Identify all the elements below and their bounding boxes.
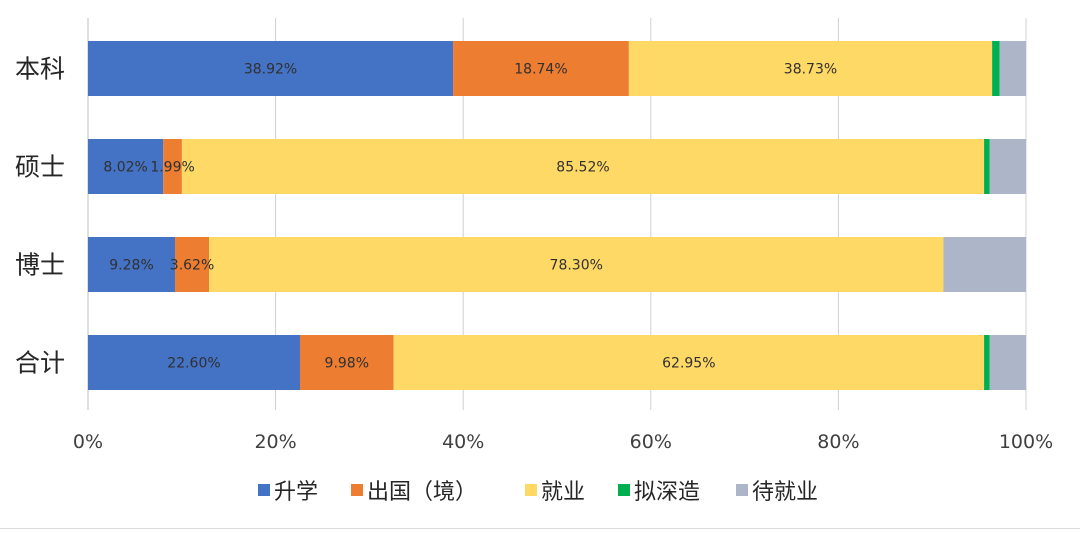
data-label: 3.62% (170, 258, 214, 274)
bar-segment (88, 237, 176, 292)
data-label: 62.95% (662, 356, 715, 372)
x-tick-label: 40% (442, 431, 484, 453)
data-label: 38.73% (784, 62, 837, 78)
bar-segment (88, 335, 300, 390)
category-label: 硕士 (15, 153, 65, 182)
data-label: 9.98% (325, 356, 369, 372)
legend-label: 待就业 (752, 480, 818, 505)
legend-swatch (736, 484, 748, 496)
x-tick-label: 100% (999, 431, 1053, 453)
data-label: 85.52% (556, 160, 609, 176)
x-tick-label: 60% (630, 431, 672, 453)
bar-segment (984, 335, 990, 390)
data-label: 38.92% (244, 62, 297, 78)
bar-segment (299, 335, 394, 390)
bar-segment (999, 41, 1026, 96)
legend-swatch (258, 484, 270, 496)
legend: 升学 出国（境） 就业 拟深造 待就业 (258, 480, 818, 505)
bar-segment (628, 41, 993, 96)
legend-item: 升学 (258, 480, 318, 505)
bar-labels: 38.92% 18.74% 38.73% 8.02% 1.99% 85.52% 9.28% 3… (103, 62, 837, 372)
bar-segment (209, 237, 944, 292)
x-tick-labels: 0% 20% 40% 60% 80% 100% (73, 431, 1053, 453)
bar-segment (453, 41, 629, 96)
bar-segment (943, 237, 1026, 292)
bar-segment (163, 139, 182, 194)
legend-swatch (525, 484, 537, 496)
data-label: 78.30% (550, 258, 603, 274)
data-label: 22.60% (167, 356, 220, 372)
bottom-divider (0, 528, 1080, 529)
bar-segment (992, 41, 1000, 96)
bar-segment (393, 335, 985, 390)
data-label: 18.74% (514, 62, 567, 78)
bar-segment (984, 139, 990, 194)
bar-segment (88, 139, 164, 194)
bar-segment (88, 41, 454, 96)
legend-swatch (351, 484, 363, 496)
legend-label: 升学 (274, 480, 318, 505)
x-tick-label: 0% (73, 431, 103, 453)
legend-swatch (618, 484, 630, 496)
data-label: 1.99% (150, 160, 194, 176)
category-label: 合计 (15, 349, 65, 378)
legend-label: 拟深造 (634, 480, 700, 505)
category-label: 本科 (15, 55, 65, 84)
bar-segment (175, 237, 210, 292)
legend-item: 就业 (525, 480, 585, 505)
legend-item: 拟深造 (618, 480, 700, 505)
x-tick-label: 80% (817, 431, 859, 453)
legend-label: 出国（境） (367, 480, 477, 505)
data-label: 9.28% (109, 258, 153, 274)
data-label: 8.02% (103, 160, 147, 176)
bar-segment (181, 139, 985, 194)
x-tick-label: 20% (254, 431, 296, 453)
legend-item: 待就业 (736, 480, 818, 505)
bar-segment (989, 335, 1026, 390)
category-label: 博士 (15, 251, 65, 280)
bar-segment (989, 139, 1026, 194)
legend-item: 出国（境） (351, 480, 477, 505)
bars (88, 41, 1026, 390)
legend-label: 就业 (541, 480, 585, 505)
